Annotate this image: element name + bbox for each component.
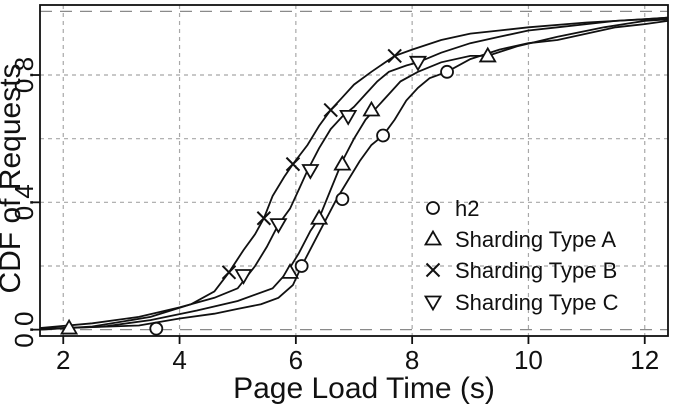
marker-sharding-type-a bbox=[478, 46, 497, 63]
x-axis: 2 4 6 8 10 12 bbox=[56, 336, 659, 375]
marker-h2 bbox=[335, 192, 350, 207]
x-tick-label: 4 bbox=[172, 345, 186, 375]
marker-h2 bbox=[149, 321, 164, 336]
marker-sharding-type-a bbox=[280, 263, 300, 279]
series-lines bbox=[40, 16, 668, 331]
legend-item-sharding-a: Sharding Type A bbox=[423, 227, 616, 252]
marker-sharding-type-c bbox=[234, 269, 253, 285]
y-tick-label: 0.0 bbox=[9, 312, 39, 348]
marker-h2 bbox=[294, 259, 309, 273]
marker-sharding-type-b bbox=[323, 102, 338, 118]
y-axis-title: CDF of Requests bbox=[0, 63, 27, 293]
series-line-sharding-type-a bbox=[40, 18, 668, 331]
marker-sharding-type-b bbox=[387, 48, 402, 64]
series-line-sharding-type-c bbox=[40, 16, 668, 329]
series-markers bbox=[60, 46, 497, 336]
legend-item-h2: h2 bbox=[426, 196, 479, 221]
y-tick-label: 0.8 bbox=[9, 57, 39, 93]
legend-item-sharding-c: Sharding Type C bbox=[423, 290, 619, 315]
legend-label-sharding-c: Sharding Type C bbox=[455, 290, 619, 315]
marker-sharding-type-b bbox=[221, 265, 237, 280]
plot-frame bbox=[39, 4, 669, 337]
marker-h2 bbox=[440, 64, 454, 79]
x-tick-label: 2 bbox=[56, 345, 70, 375]
legend-triangle-up-icon bbox=[423, 229, 443, 246]
y-axis: 0.0 0.4 0.8 bbox=[9, 57, 40, 348]
marker-sharding-type-a bbox=[310, 208, 329, 225]
legend-x-icon bbox=[425, 262, 441, 278]
legend-item-sharding-b: Sharding Type B bbox=[425, 258, 617, 283]
marker-sharding-type-c bbox=[339, 109, 358, 126]
legend-label-sharding-a: Sharding Type A bbox=[455, 227, 616, 252]
marker-sharding-type-c bbox=[269, 218, 288, 234]
legend-label-sharding-b: Sharding Type B bbox=[455, 258, 617, 283]
legend-marker bbox=[423, 295, 443, 312]
legend: h2 Sharding Type A Sharding Type B Shard… bbox=[423, 196, 619, 315]
marker-sharding-type-b bbox=[256, 211, 272, 226]
legend-marker bbox=[426, 201, 440, 215]
marker-sharding-type-c bbox=[408, 55, 428, 72]
legend-circle-icon bbox=[426, 201, 440, 215]
legend-triangle-down-icon bbox=[423, 295, 443, 312]
marker-sharding-type-a bbox=[362, 100, 381, 117]
series-line-sharding-type-b bbox=[40, 16, 668, 331]
marker-h2 bbox=[376, 128, 390, 143]
legend-label-h2: h2 bbox=[455, 196, 479, 221]
x-tick-label: 8 bbox=[405, 345, 419, 375]
x-tick-label: 10 bbox=[514, 345, 543, 375]
x-axis-title: Page Load Time (s) bbox=[233, 372, 495, 405]
marker-sharding-type-a bbox=[333, 154, 352, 171]
x-tick-label: 6 bbox=[289, 345, 303, 375]
legend-marker bbox=[425, 262, 441, 278]
legend-marker bbox=[423, 229, 443, 246]
marker-sharding-type-c bbox=[301, 164, 320, 180]
marker-sharding-type-a bbox=[60, 318, 79, 335]
y-tick-label: 0.4 bbox=[9, 184, 39, 220]
marker-sharding-type-b bbox=[285, 156, 301, 172]
x-tick-label: 12 bbox=[630, 345, 659, 375]
